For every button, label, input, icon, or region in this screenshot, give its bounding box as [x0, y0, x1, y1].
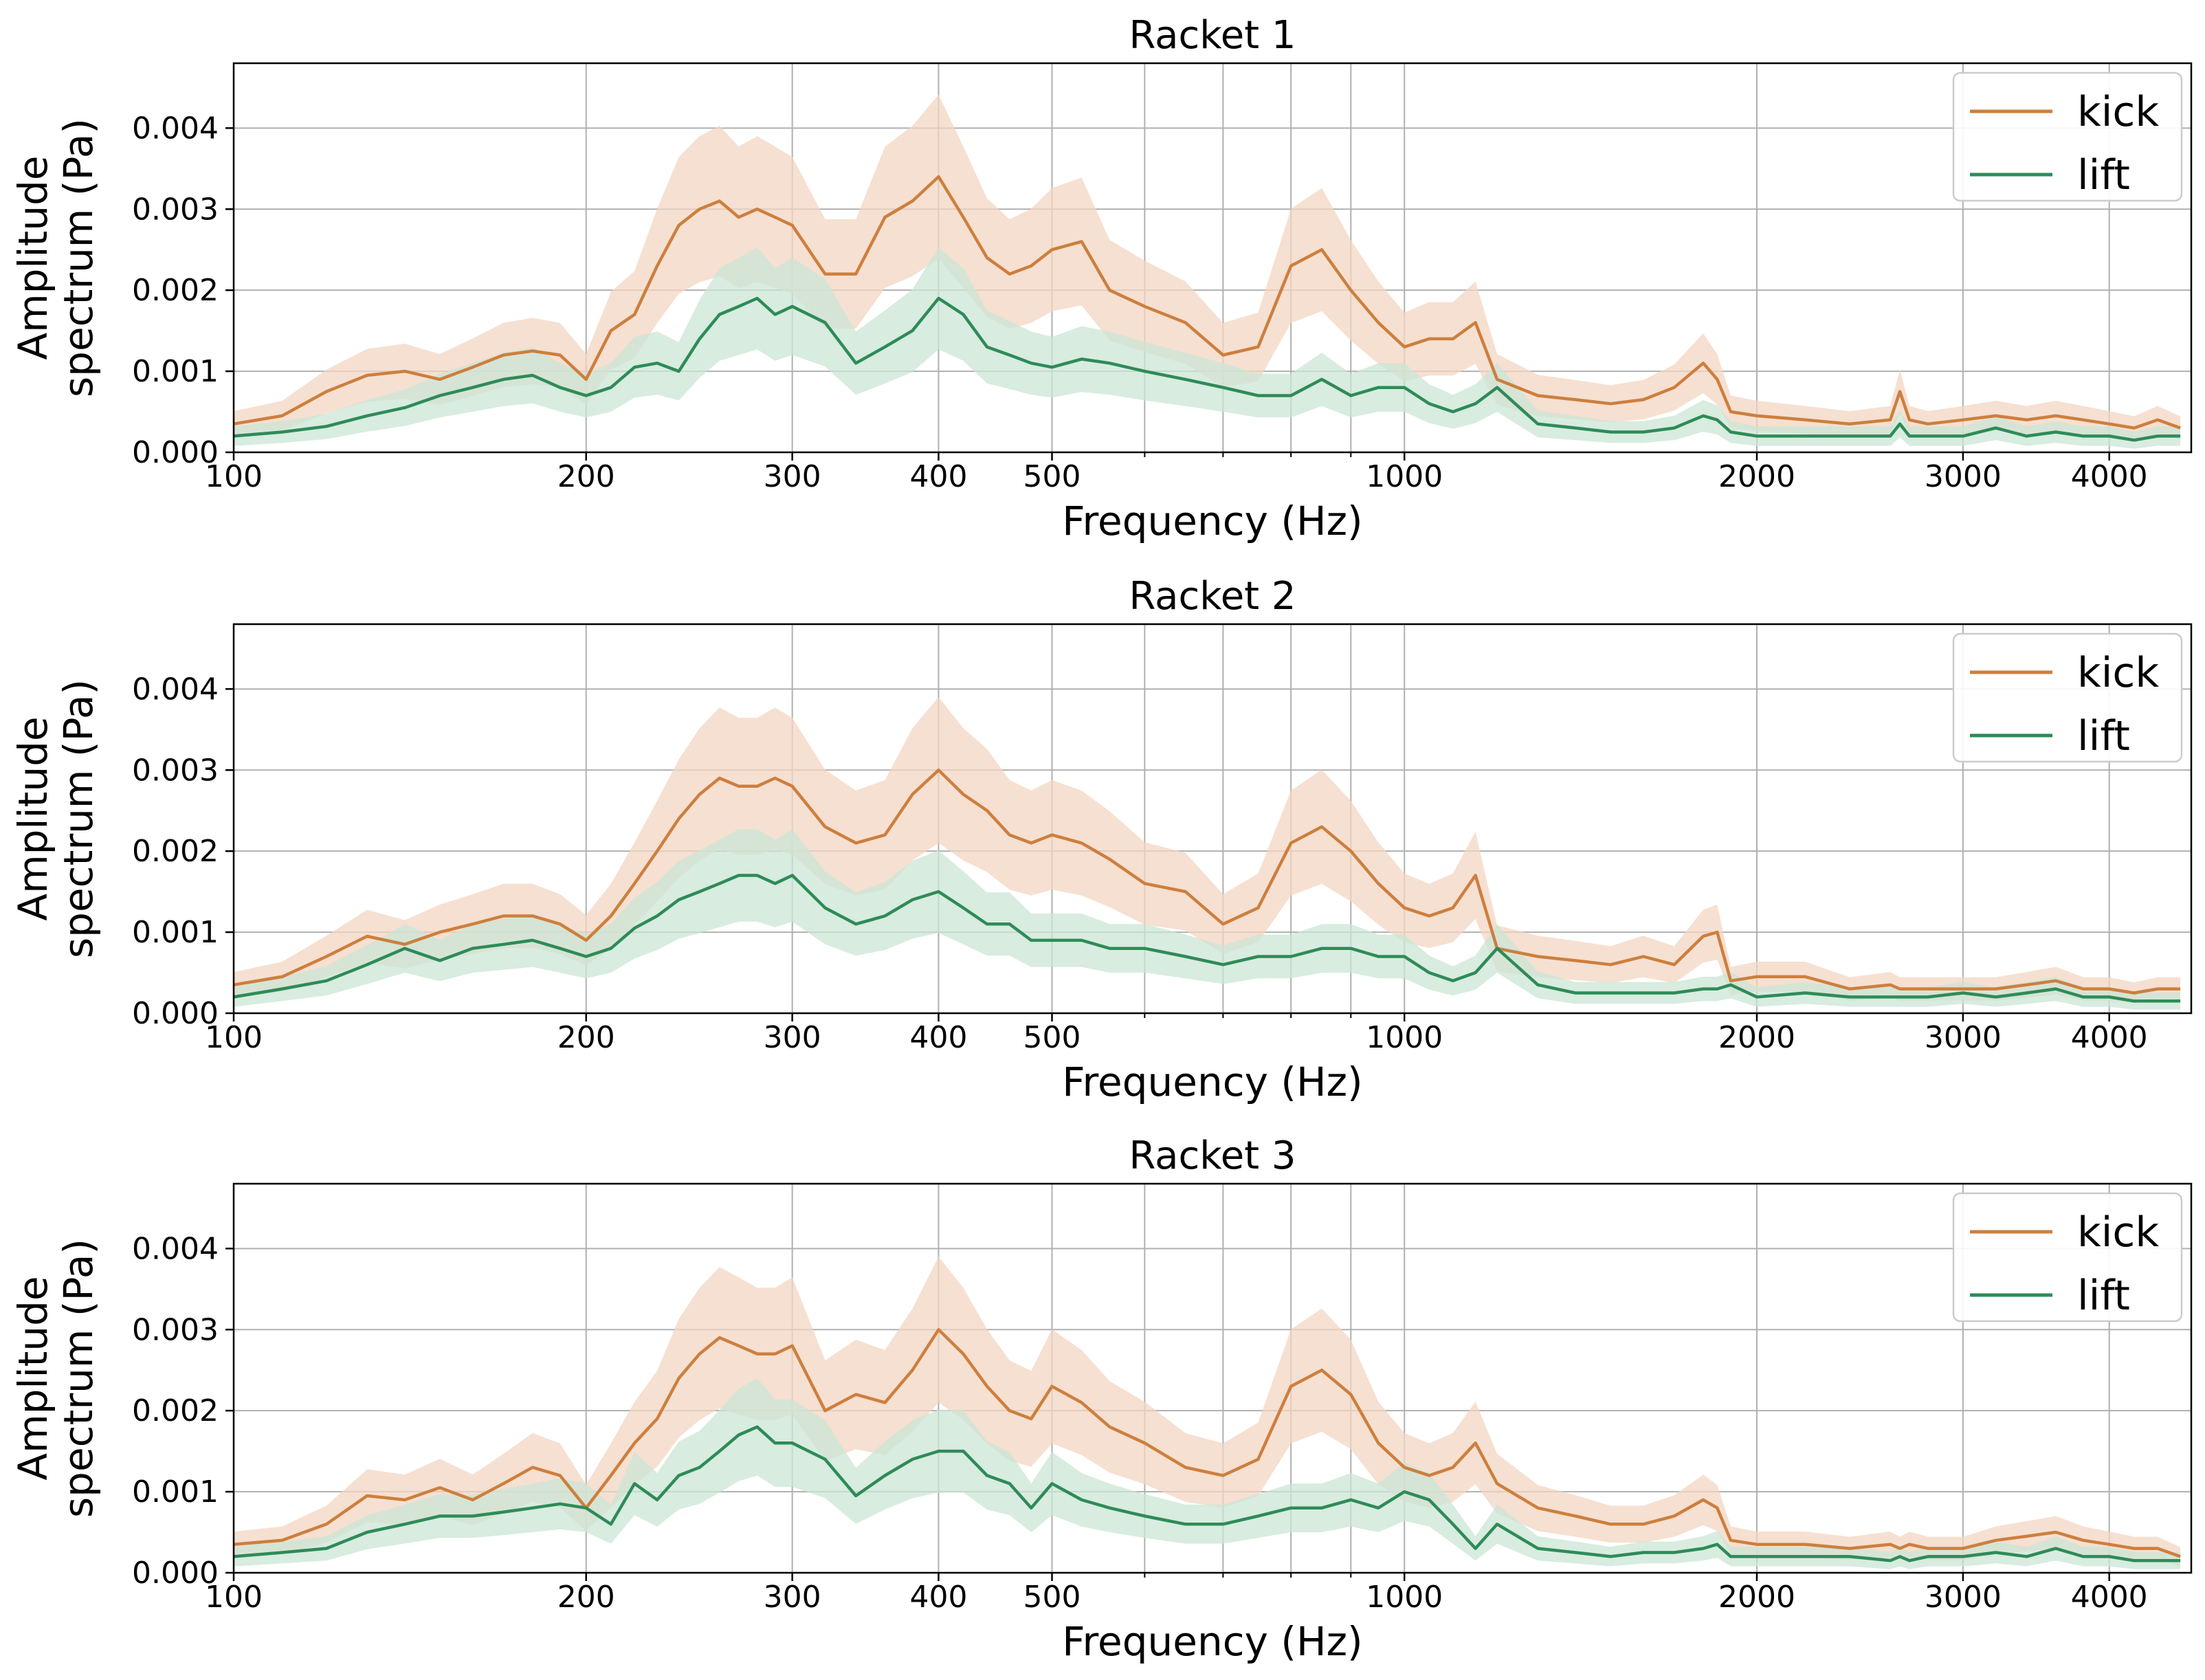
y-tick-label: 0.002 [132, 834, 219, 869]
chart-title: Racket 1 [1129, 13, 1296, 58]
x-tick-label: 3000 [1925, 459, 2002, 494]
legend-label-kick: kick [2077, 649, 2159, 697]
y-axis-label: Amplitudespectrum (Pa) [10, 118, 102, 397]
x-tick-label: 100 [205, 1020, 263, 1055]
x-axis-label: Frequency (Hz) [1062, 1618, 1362, 1665]
series-band-kick [234, 1257, 2181, 1567]
x-tick-label: 2000 [1718, 1580, 1795, 1615]
x-tick-label: 300 [764, 1580, 821, 1615]
series-line-lift [233, 1425, 2181, 1562]
x-tick-label: 500 [1023, 459, 1081, 494]
x-tick-label: 1000 [1366, 1020, 1443, 1055]
x-tick-label: 200 [557, 1020, 615, 1055]
y-tick-label: 0.000 [132, 435, 219, 470]
series-band-kick [234, 697, 2181, 1004]
series-line-kick [233, 1328, 2181, 1558]
legend-label-lift: lift [2077, 151, 2130, 199]
y-tick-label: 0.001 [132, 915, 219, 950]
chart-title: Racket 2 [1129, 574, 1296, 619]
series-band-lift [234, 1378, 2181, 1569]
axes-frame [232, 1182, 2193, 1574]
x-tick-label: 4000 [2071, 1020, 2148, 1055]
y-axis-label: Amplitudespectrum (Pa) [10, 1239, 102, 1518]
y-tick-label: 0.004 [132, 672, 219, 707]
x-tick-label: 500 [1023, 1020, 1081, 1055]
series-line-kick [233, 175, 2181, 430]
series-band-lift [234, 829, 2181, 1010]
x-tick-label: 2000 [1718, 1020, 1795, 1055]
series-line-lift [233, 874, 2181, 1003]
racket-3-panel: 100 200 300 400 500 1000 2000 3000 4000 0.000 0.00… [10, 1134, 2193, 1665]
x-axis-label: Frequency (Hz) [1062, 498, 1362, 544]
axes-frame [232, 623, 2193, 1015]
x-tick-label: 2000 [1718, 459, 1795, 494]
x-tick-label: 100 [205, 459, 263, 494]
x-tick-label: 1000 [1366, 1580, 1443, 1615]
x-tick-label: 100 [205, 1580, 263, 1615]
racket-1-panel: 100 200 300 400 500 1000 2000 3000 4000 0.000 0.00… [10, 13, 2193, 544]
legend-box [1952, 71, 2183, 202]
series-band-kick [234, 94, 2181, 440]
series-line-kick [233, 769, 2181, 995]
series-band-lift [234, 247, 2181, 449]
y-tick-label: 0.001 [132, 1474, 219, 1510]
x-tick-label: 4000 [2071, 1580, 2148, 1615]
legend-label-lift: lift [2077, 712, 2130, 760]
x-tick-label: 4000 [2071, 459, 2148, 494]
x-tick-label: 300 [764, 459, 821, 494]
y-tick-label: 0.003 [132, 753, 219, 788]
legend-label-lift: lift [2077, 1272, 2130, 1320]
y-tick-label: 0.003 [132, 192, 219, 227]
legend-box [1952, 1192, 2183, 1323]
legend-label-kick: kick [2077, 88, 2159, 136]
x-tick-label: 200 [557, 1580, 615, 1615]
x-tick-label: 400 [909, 1580, 967, 1615]
legend-label-kick: kick [2077, 1208, 2159, 1257]
racket-2-panel: 100 200 300 400 500 1000 2000 3000 4000 0.000 0.00… [10, 574, 2193, 1105]
x-tick-label: 1000 [1366, 459, 1443, 494]
y-tick-label: 0.004 [132, 111, 219, 146]
y-tick-label: 0.000 [132, 996, 219, 1031]
y-tick-label: 0.003 [132, 1312, 219, 1347]
x-tick-label: 400 [909, 1020, 967, 1055]
x-tick-label: 400 [909, 459, 967, 494]
axes-frame [232, 62, 2193, 454]
x-tick-label: 3000 [1925, 1580, 2002, 1615]
y-tick-label: 0.002 [132, 1393, 219, 1428]
y-axis-label: Amplitudespectrum (Pa) [10, 679, 102, 958]
y-tick-label: 0.001 [132, 354, 219, 389]
legend-box [1952, 632, 2183, 763]
x-tick-label: 3000 [1925, 1020, 2002, 1055]
x-tick-label: 200 [557, 459, 615, 494]
x-axis-label: Frequency (Hz) [1062, 1059, 1362, 1105]
y-tick-label: 0.004 [132, 1231, 219, 1266]
y-tick-label: 0.002 [132, 273, 219, 308]
series-line-lift [233, 296, 2181, 442]
x-tick-label: 300 [764, 1020, 821, 1055]
chart-title: Racket 3 [1129, 1134, 1296, 1178]
y-tick-label: 0.000 [132, 1556, 219, 1591]
x-tick-label: 500 [1023, 1580, 1081, 1615]
